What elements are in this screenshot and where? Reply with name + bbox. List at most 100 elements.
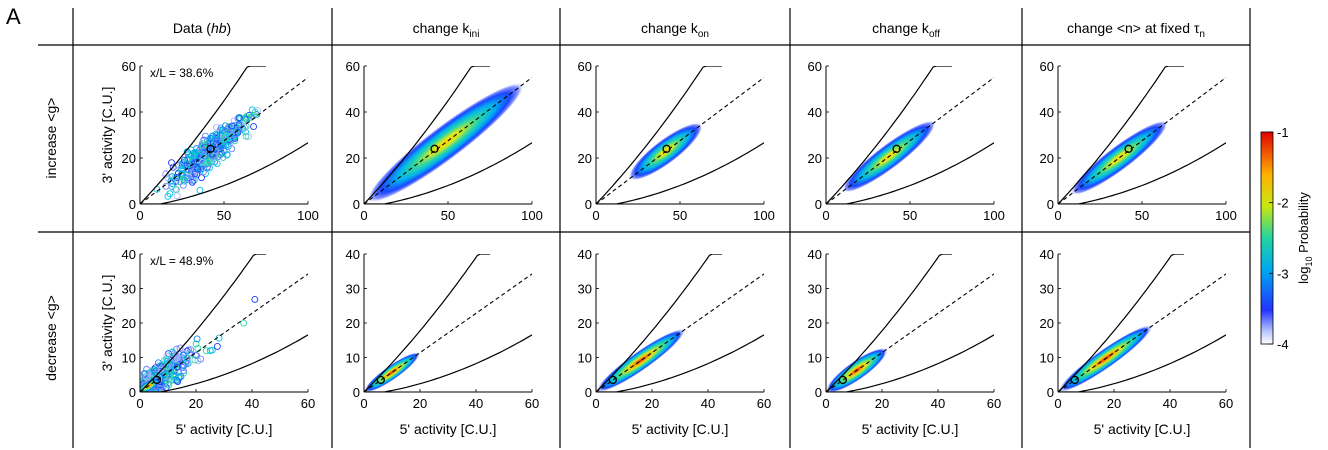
scatter-point	[176, 344, 184, 352]
x-tick-label: 100	[753, 208, 775, 223]
upper-bound-curve	[140, 66, 266, 204]
x-tick-label: 40	[1163, 396, 1177, 411]
scatter-point	[180, 177, 188, 185]
y-tick-label: 0	[129, 385, 136, 400]
scatter-point	[216, 132, 224, 140]
dashed-mean-line	[364, 273, 532, 392]
scatter-point	[251, 296, 259, 303]
y-tick-label: 0	[585, 385, 592, 400]
y-tick-label: 10	[578, 351, 592, 366]
scatter-point	[180, 367, 187, 374]
x-tick-label: 60	[301, 396, 315, 411]
scatter-point	[243, 112, 251, 120]
x-tick-label: 20	[875, 396, 889, 411]
chart-panel: 0 20 40 60 0 10 20 30 40 5' activity [C.U.]	[578, 247, 772, 437]
upper-bound-curve	[364, 254, 490, 392]
y-tick-label: 0	[585, 197, 592, 212]
scatter-point	[165, 381, 173, 389]
upper-bound-curve	[596, 254, 722, 392]
mean-marker	[152, 375, 161, 385]
scatter-point	[154, 359, 162, 367]
y-tick-label: 60	[1040, 59, 1054, 74]
annotation: x/L = 48.9%	[150, 254, 214, 268]
y-tick-label: 20	[808, 316, 822, 331]
mean-marker	[838, 375, 847, 385]
y-tick-label: 30	[808, 282, 822, 297]
upper-bound-curve	[1058, 254, 1184, 392]
scatter-point	[195, 152, 203, 160]
scatter-point	[205, 158, 213, 165]
upper-bound-curve	[140, 254, 266, 392]
mean-marker	[608, 375, 617, 385]
x-tick-label: 60	[525, 396, 539, 411]
colorbar-tick-label: -2	[1277, 196, 1289, 211]
scatter-point	[184, 176, 192, 184]
scatter-point	[212, 123, 220, 131]
x-tick-label: 40	[701, 396, 715, 411]
x-tick-label: 50	[903, 208, 917, 223]
column-title: change kini	[413, 20, 480, 40]
y-tick-label: 40	[808, 105, 822, 120]
lower-bound-curve	[140, 142, 308, 204]
y-axis-label: 3' activity [C.U.]	[99, 87, 115, 184]
chart-panel: 0 50 100 0 20 40 60	[1040, 59, 1237, 223]
density-cloud	[596, 328, 686, 392]
mean-marker	[430, 144, 439, 153]
x-tick-label: 0	[360, 396, 367, 411]
grid-lines	[38, 8, 1251, 448]
x-tick-label: 0	[592, 396, 599, 411]
column-titles: Data (hb) change kini change kon change kof…	[173, 20, 1205, 40]
scatter-point	[163, 352, 171, 360]
lower-bound-curve	[826, 334, 994, 392]
colorbar-tick-label: -1	[1277, 125, 1289, 140]
y-tick-label: 30	[346, 282, 360, 297]
y-tick-label: 60	[122, 59, 136, 74]
panel-label: A	[6, 4, 21, 29]
scatter-point	[179, 364, 187, 371]
scatter-point	[179, 354, 186, 362]
scatter-point	[221, 134, 229, 142]
y-tick-label: 20	[578, 316, 592, 331]
x-axis-label: 5' activity [C.U.]	[632, 421, 729, 437]
x-tick-label: 100	[1215, 208, 1237, 223]
scatter-point	[166, 190, 174, 198]
scatter-point	[220, 142, 228, 149]
scatter-point	[202, 170, 209, 178]
x-tick-label: 100	[521, 208, 543, 223]
scatter-point	[193, 352, 201, 360]
scatter-point	[156, 366, 164, 374]
scatter-point	[173, 363, 181, 371]
x-tick-label: 0	[822, 396, 829, 411]
x-tick-label: 20	[413, 396, 427, 411]
scatter-point	[185, 346, 192, 354]
scatter-point	[234, 126, 242, 134]
y-tick-label: 20	[1040, 316, 1054, 331]
upper-bound-curve	[826, 66, 952, 204]
scatter-point	[204, 159, 212, 167]
y-axis-label: 3' activity [C.U.]	[99, 275, 115, 372]
scatter-point	[242, 132, 250, 140]
upper-bound-curve	[826, 254, 952, 392]
chart-panel: 0 20 40 60 0 10 20 30 40 5' activity [C.U.]	[808, 247, 1002, 437]
y-tick-label: 40	[578, 105, 592, 120]
y-tick-label: 0	[815, 385, 822, 400]
scatter-point	[196, 186, 204, 194]
x-tick-label: 20	[189, 396, 203, 411]
scatter-point	[231, 135, 239, 142]
y-tick-label: 20	[122, 316, 136, 331]
lower-bound-curve	[1058, 334, 1226, 392]
scatter-point	[156, 385, 164, 392]
dashed-mean-line	[826, 273, 994, 392]
y-tick-label: 0	[815, 197, 822, 212]
row-label: increase <g>	[43, 98, 59, 179]
scatter-point	[171, 373, 179, 381]
colorbar-ticks: -1 -2 -3 -4	[1269, 125, 1289, 352]
scatter-point	[220, 138, 228, 146]
scatter-point	[224, 124, 232, 132]
x-tick-label: 0	[136, 396, 143, 411]
scatter-point	[143, 373, 151, 381]
x-tick-label: 60	[987, 396, 1001, 411]
row-label: decrease <g>	[43, 295, 59, 381]
lower-bound-curve	[1058, 142, 1226, 204]
